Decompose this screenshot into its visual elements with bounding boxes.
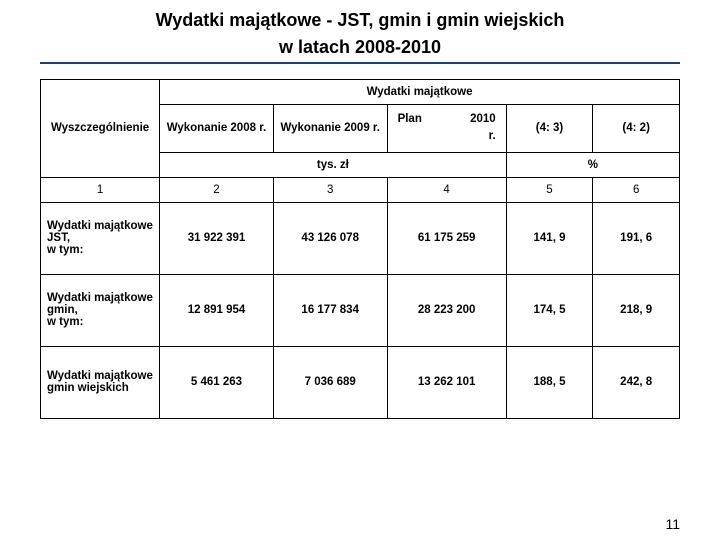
table-row: Wydatki majątkowe gmin wiejskich5 461 26…	[41, 346, 680, 418]
cell: 218, 9	[593, 274, 680, 346]
cell: 7 036 689	[273, 346, 387, 418]
num-c2: 2	[160, 177, 274, 202]
num-c6: 6	[593, 177, 680, 202]
table-container: WyszczególnienieWydatki majątkoweWykonan…	[40, 79, 680, 419]
col-ratio-42: (4: 2)	[593, 105, 680, 153]
col-2009: Wykonanie 2009 r.	[273, 105, 387, 153]
num-c3: 3	[273, 177, 387, 202]
cell: 191, 6	[593, 202, 680, 274]
group-header: Wydatki majątkowe	[160, 80, 680, 105]
cell: 28 223 200	[387, 274, 506, 346]
cell: 13 262 101	[387, 346, 506, 418]
num-c1: 1	[41, 177, 160, 202]
row-label: Wydatki majątkowe JST, w tym:	[41, 202, 160, 274]
col-2008: Wykonanie 2008 r.	[160, 105, 274, 153]
cell: 174, 5	[506, 274, 593, 346]
cell: 12 891 954	[160, 274, 274, 346]
cell: 61 175 259	[387, 202, 506, 274]
cell: 43 126 078	[273, 202, 387, 274]
row-label: Wydatki majątkowe gmin wiejskich	[41, 346, 160, 418]
page-subtitle: w latach 2008-2010	[0, 37, 720, 58]
col-ratio-43: (4: 3)	[506, 105, 593, 153]
cell: 31 922 391	[160, 202, 274, 274]
cell: 5 461 263	[160, 346, 274, 418]
data-table: WyszczególnienieWydatki majątkoweWykonan…	[40, 79, 680, 419]
row-label: Wydatki majątkowe gmin, w tym:	[41, 274, 160, 346]
num-c5: 5	[506, 177, 593, 202]
table-row: Wydatki majątkowe JST, w tym:31 922 3914…	[41, 202, 680, 274]
number-row: 123456	[41, 177, 680, 202]
num-c4: 4	[387, 177, 506, 202]
page-title: Wydatki majątkowe - JST, gmin i gmin wie…	[0, 10, 720, 31]
title-rule	[40, 62, 680, 64]
corner-header: Wyszczególnienie	[41, 80, 160, 178]
cell: 16 177 834	[273, 274, 387, 346]
col-plan: Plan2010r.	[387, 105, 506, 153]
unit-pct: %	[506, 152, 679, 177]
cell: 141, 9	[506, 202, 593, 274]
unit-tys: tys. zł	[160, 152, 507, 177]
table-row: Wydatki majątkowe gmin, w tym:12 891 954…	[41, 274, 680, 346]
cell: 242, 8	[593, 346, 680, 418]
cell: 188, 5	[506, 346, 593, 418]
page-number: 11	[665, 516, 680, 532]
